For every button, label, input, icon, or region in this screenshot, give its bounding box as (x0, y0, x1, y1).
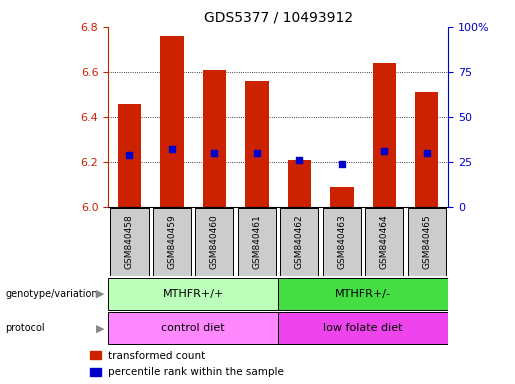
Bar (245, 81, 268, 207)
Bar (373, 63, 396, 207)
Bar (108, 313, 278, 344)
Text: percentile rank within the sample: percentile rank within the sample (108, 367, 284, 377)
Point (380, 148, 388, 154)
Bar (365, 208, 403, 276)
Text: genotype/variation: genotype/variation (5, 289, 98, 299)
Bar (118, 104, 141, 207)
Text: ▶: ▶ (96, 323, 105, 333)
Text: GSM840465: GSM840465 (422, 215, 431, 269)
Text: GSM840460: GSM840460 (210, 215, 219, 269)
Title: GDS5377 / 10493912: GDS5377 / 10493912 (203, 10, 353, 24)
Point (168, 146, 176, 152)
Bar (90, 368, 101, 376)
Text: transformed count: transformed count (108, 351, 205, 361)
Bar (110, 208, 148, 276)
Bar (153, 208, 191, 276)
Text: MTHFR+/-: MTHFR+/- (335, 289, 391, 299)
Bar (280, 208, 318, 276)
Bar (108, 278, 278, 310)
Text: MTHFR+/+: MTHFR+/+ (162, 289, 224, 299)
Text: GSM840461: GSM840461 (252, 215, 261, 269)
Point (125, 152, 133, 159)
Text: low folate diet: low folate diet (323, 323, 403, 333)
Text: ▶: ▶ (96, 289, 105, 299)
Text: GSM840463: GSM840463 (337, 215, 346, 269)
Point (210, 150, 218, 156)
Text: control diet: control diet (161, 323, 225, 333)
Point (295, 157, 303, 163)
Bar (278, 313, 448, 344)
Bar (415, 92, 438, 207)
Bar (288, 160, 311, 207)
Point (338, 161, 346, 167)
Text: GSM840458: GSM840458 (125, 215, 134, 269)
Point (253, 150, 261, 156)
Text: GSM840462: GSM840462 (295, 215, 304, 269)
Bar (323, 208, 361, 276)
Text: protocol: protocol (5, 323, 45, 333)
Bar (238, 208, 276, 276)
Bar (195, 208, 233, 276)
Text: GSM840464: GSM840464 (380, 215, 389, 269)
Bar (330, 187, 353, 207)
Bar (278, 278, 448, 310)
Bar (160, 36, 183, 207)
Bar (203, 70, 226, 207)
Text: GSM840459: GSM840459 (167, 215, 176, 269)
Point (423, 150, 431, 156)
Bar (90, 351, 101, 359)
Bar (408, 208, 446, 276)
